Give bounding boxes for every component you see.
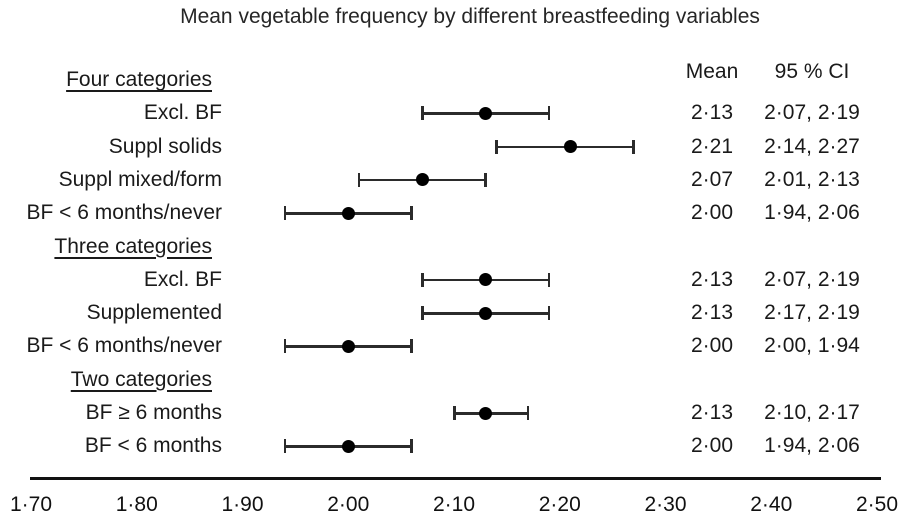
forest-data-row: BF ≥ 6 months 2·13 2·10, 2·17 bbox=[0, 398, 905, 428]
ci-cap-left bbox=[453, 406, 456, 420]
forest-group-row: Three categories bbox=[0, 232, 905, 262]
ci-cap-left bbox=[421, 106, 424, 121]
row-label: Suppl solids bbox=[108, 134, 222, 158]
mean-point bbox=[479, 273, 493, 287]
mean-point bbox=[341, 339, 355, 353]
mean-value: 2·13 bbox=[690, 301, 734, 325]
forest-data-row: Suppl mixed/form 2·07 2·01, 2·13 bbox=[0, 165, 905, 195]
row-label: BF < 6 months bbox=[84, 434, 222, 458]
forest-data-row: BF < 6 months/never 2·00 2·00, 1·94 bbox=[0, 331, 905, 361]
group-header-label: Four categories bbox=[66, 68, 212, 91]
mean-value: 2·07 bbox=[690, 167, 734, 191]
ci-value: 2·14, 2·27 bbox=[764, 134, 860, 158]
x-axis-tick-label: 2·40 bbox=[750, 493, 793, 516]
row-label: BF < 6 months/never bbox=[26, 201, 222, 225]
mean-value: 2·13 bbox=[690, 401, 734, 424]
ci-value: 2·10, 2·17 bbox=[764, 401, 860, 424]
forest-data-row: Suppl solids 2·21 2·14, 2·27 bbox=[0, 132, 905, 162]
chart-title: Mean vegetable frequency by different br… bbox=[180, 5, 760, 28]
x-axis-line bbox=[30, 477, 881, 480]
ci-value: 1·94, 2·06 bbox=[764, 201, 860, 225]
mean-point bbox=[415, 173, 429, 187]
x-axis-tick-label: 2·00 bbox=[327, 493, 370, 516]
x-axis-tick-label: 2·50 bbox=[855, 493, 899, 516]
ci-value: 2·07, 2·19 bbox=[764, 101, 860, 125]
ci-cap-right bbox=[632, 139, 635, 154]
ci-cap-left bbox=[421, 306, 424, 321]
mean-point bbox=[479, 406, 493, 420]
forest-data-row: BF < 6 months/never 2·00 1·94, 2·06 bbox=[0, 198, 905, 228]
ci-value: 2·07, 2·19 bbox=[764, 267, 860, 291]
mean-value: 2·00 bbox=[690, 201, 734, 225]
ci-value: 2·01, 2·13 bbox=[764, 167, 860, 191]
x-axis-tick-label: 2·20 bbox=[538, 493, 581, 516]
group-header-label: Three categories bbox=[54, 234, 212, 258]
forest-data-row: BF < 6 months 2·00 1·94, 2·06 bbox=[0, 431, 905, 461]
row-label: Supplemented bbox=[86, 301, 222, 325]
ci-value: 2·17, 2·19 bbox=[764, 301, 860, 325]
mean-point bbox=[341, 206, 355, 220]
forest-data-row: Supplemented 2·13 2·17, 2·19 bbox=[0, 298, 905, 328]
column-header-mean: Mean bbox=[685, 60, 739, 83]
ci-cap-right bbox=[410, 206, 413, 221]
mean-value: 2·21 bbox=[690, 134, 734, 158]
mean-value: 2·00 bbox=[690, 334, 734, 358]
x-axis-tick-label: 1·90 bbox=[221, 493, 264, 516]
row-label: Suppl mixed/form bbox=[58, 167, 222, 191]
ci-cap-right bbox=[526, 406, 530, 420]
group-header-label: Two categories bbox=[70, 367, 212, 391]
ci-cap-left bbox=[421, 272, 424, 287]
row-label: BF ≥ 6 months bbox=[85, 401, 222, 424]
ci-cap-left bbox=[495, 139, 498, 154]
ci-cap-left bbox=[283, 439, 287, 454]
row-label: Excl. BF bbox=[143, 101, 222, 125]
mean-point bbox=[479, 306, 493, 320]
ci-value: 2·00, 1·94 bbox=[764, 334, 860, 358]
ci-cap-left bbox=[283, 206, 287, 221]
ci-cap-right bbox=[547, 272, 551, 287]
forest-group-row: Two categories bbox=[0, 365, 905, 395]
mean-point bbox=[341, 439, 355, 453]
forest-group-row: Four categories bbox=[0, 65, 905, 95]
x-axis-tick-label: 1·80 bbox=[115, 493, 158, 516]
x-axis-tick-label: 2·30 bbox=[644, 493, 687, 516]
ci-cap-right bbox=[410, 439, 413, 454]
forest-data-row: Excl. BF 2·13 2·07, 2·19 bbox=[0, 265, 905, 295]
row-label: BF < 6 months/never bbox=[26, 334, 222, 358]
mean-value: 2·13 bbox=[690, 267, 734, 291]
mean-point bbox=[479, 106, 493, 120]
x-axis-tick-label: 1·70 bbox=[9, 493, 53, 516]
ci-cap-right bbox=[547, 306, 551, 321]
mean-value: 2·13 bbox=[690, 101, 734, 125]
ci-cap-right bbox=[547, 106, 551, 121]
mean-point bbox=[563, 140, 577, 154]
mean-value: 2·00 bbox=[690, 434, 734, 458]
ci-cap-left bbox=[283, 339, 287, 354]
ci-cap-left bbox=[357, 172, 361, 187]
x-axis-labels: 1·70 1·80 1·90 2·00 2·10 2·20 2·30 2·40 2·50 bbox=[0, 492, 905, 520]
ci-cap-right bbox=[410, 339, 413, 354]
x-axis-tick-label: 2·10 bbox=[432, 493, 476, 516]
ci-cap-right bbox=[484, 172, 487, 187]
column-header-ci: 95 % CI bbox=[774, 60, 850, 83]
row-label: Excl. BF bbox=[143, 267, 222, 291]
forest-data-row: Excl. BF 2·13 2·07, 2·19 bbox=[0, 98, 905, 128]
ci-value: 1·94, 2·06 bbox=[764, 434, 860, 458]
